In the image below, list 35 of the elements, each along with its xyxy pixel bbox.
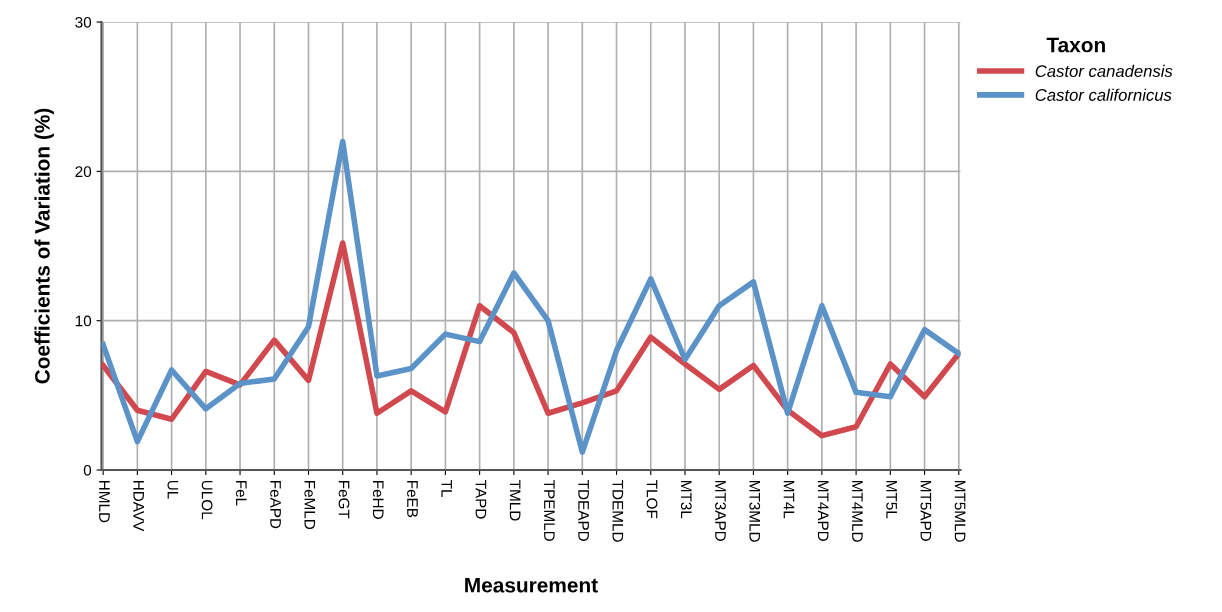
x-tick-label: FeGT [338, 480, 350, 519]
y-axis-title: Coefficients of Variation (%) [34, 108, 54, 384]
x-tick-label: FeMLD [304, 480, 316, 530]
x-tick-label: HDAVV [133, 480, 144, 532]
legend-label: Castor canadensis [1035, 64, 1173, 78]
x-tick-label: TMLD [509, 480, 521, 521]
x-axis-title: Measurement [465, 578, 598, 593]
x-tick-label: MT3APD [715, 480, 726, 541]
x-tick-label: TPEMLD [544, 480, 555, 541]
x-tick-label: TL [441, 480, 452, 498]
x-tick-label: FeEB [407, 480, 418, 518]
x-tick-label: TDEMLD [612, 480, 624, 542]
x-tick-label: TLOF [646, 480, 658, 519]
x-tick-label: MT3MLD [749, 480, 761, 542]
x-tick-label: MT3L [680, 480, 692, 519]
x-tick-label: FeAPD [270, 480, 281, 529]
x-tick-label: UL [167, 480, 179, 499]
x-tick-label: MT4MLD [852, 480, 863, 542]
x-tick-label: MT5MLD [954, 480, 966, 542]
x-tick-label: MT4APD [817, 480, 829, 541]
x-tick-label: MT5L [886, 480, 897, 519]
x-tick-label: MT4L [783, 480, 795, 519]
x-tick-label: FeHD [372, 480, 384, 519]
x-tick-label: FeL [235, 480, 247, 506]
y-tick-label: 30 [75, 16, 92, 28]
x-tick-label: TDEAPD [578, 480, 589, 541]
y-tick-label: 0 [83, 464, 92, 476]
y-tick-label: 20 [75, 166, 92, 178]
legend-title: Taxon [1046, 37, 1105, 53]
x-tick-label: MT5APD [920, 480, 932, 541]
x-tick-label: ULOL [201, 480, 213, 520]
y-tick-label: 10 [75, 315, 92, 327]
x-tick-label: TAPD [475, 480, 487, 519]
x-tick-label: HMLD [99, 480, 110, 523]
legend-label: Castor californicus [1035, 88, 1172, 101]
